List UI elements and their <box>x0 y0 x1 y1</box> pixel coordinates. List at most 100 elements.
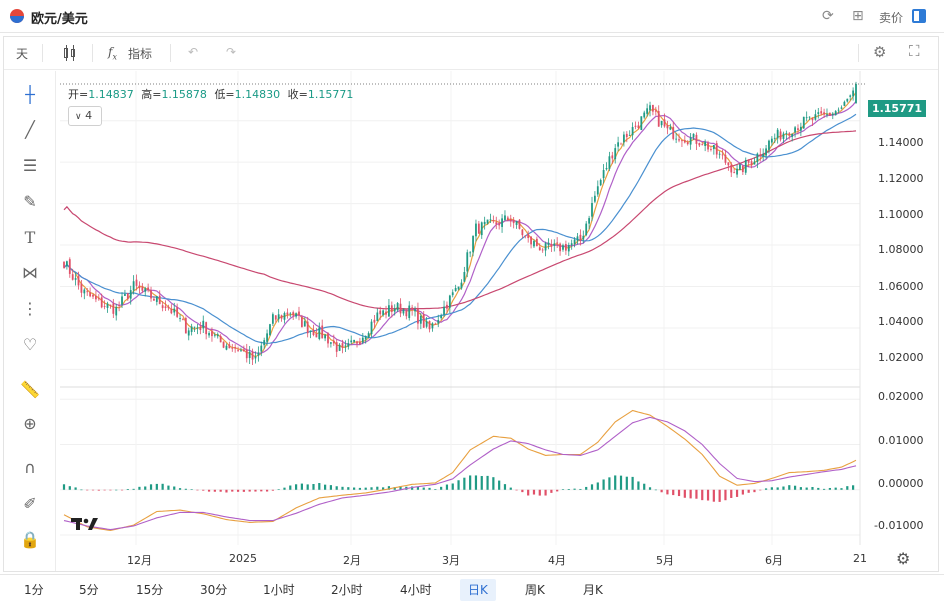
timeframe-5m[interactable]: 5分 <box>79 583 99 597</box>
macd-histogram-bar <box>126 488 129 490</box>
macd-histogram-bar <box>660 489 663 493</box>
macd-histogram-bar <box>74 487 77 490</box>
fullscreen-icon[interactable]: ⛶ <box>909 42 920 60</box>
zoom-in-icon[interactable]: ⊕ <box>23 414 37 433</box>
candle-body <box>663 119 666 127</box>
lock-icon[interactable]: 🔒 <box>20 530 40 549</box>
macd-histogram-bar <box>648 487 652 490</box>
candle-body <box>820 111 823 114</box>
macd-histogram-bar <box>840 488 843 490</box>
candle-body <box>483 221 486 225</box>
sell-price-button[interactable]: 卖价 <box>879 11 904 25</box>
macd-signal-line <box>63 416 857 531</box>
candle-body <box>353 339 356 342</box>
macd-histogram-bar <box>817 487 820 490</box>
candle-body <box>240 350 242 352</box>
macd-histogram-bar <box>846 486 849 490</box>
candle-body <box>393 308 396 312</box>
toolbar-divider <box>42 44 43 62</box>
lock-pen-icon[interactable]: ✐ <box>23 494 37 513</box>
macd-histogram-bar <box>689 489 692 499</box>
grid-icon[interactable]: ⊞ <box>852 8 864 24</box>
candle-body <box>721 154 724 156</box>
candle-body <box>840 107 843 109</box>
candle-body <box>448 295 451 308</box>
settings-icon[interactable]: ⚙ <box>873 43 887 61</box>
candle-body <box>205 322 208 335</box>
undo-icon[interactable]: ↶ <box>188 45 199 59</box>
fib-icon[interactable]: ⋮ <box>22 299 38 318</box>
candle-body <box>300 316 303 328</box>
candle-body <box>715 143 718 155</box>
candle-body <box>385 311 387 315</box>
macd-histogram-bar <box>480 476 483 490</box>
candle-body <box>92 294 94 297</box>
candle-body <box>199 326 202 331</box>
candle-body <box>274 315 277 320</box>
timeframe-1h[interactable]: 1小时 <box>263 583 295 597</box>
timeframe-30m[interactable]: 30分 <box>200 583 228 597</box>
macd-histogram-bar <box>759 489 762 491</box>
pattern-icon[interactable]: ⋈ <box>22 263 38 282</box>
candle-body <box>739 164 741 170</box>
timeframe-daily[interactable]: 日K <box>460 579 496 601</box>
refresh-icon[interactable]: ⟳ <box>822 8 834 24</box>
chart-toolbar: 天 fx 指标 ↶ ↷ ⚙ ⛶ <box>4 37 938 70</box>
timeframe-weekly[interactable]: 周K <box>525 583 545 597</box>
candle-body <box>788 133 791 136</box>
candle-body <box>617 142 620 147</box>
candle-body <box>826 114 828 116</box>
macd-histogram-bar <box>318 483 321 490</box>
gear-icon[interactable]: ⚙ <box>896 549 911 568</box>
timeframe-1m[interactable]: 1分 <box>24 583 44 597</box>
macd-histogram-bar <box>382 487 385 490</box>
ruler-icon[interactable]: 📏 <box>20 380 40 399</box>
macd-histogram-bar <box>387 486 391 490</box>
candle-body <box>89 292 92 297</box>
heart-icon[interactable]: ♡ <box>22 335 38 354</box>
candlestick-icon[interactable] <box>63 45 77 61</box>
candle-body <box>446 304 448 309</box>
redo-icon[interactable]: ↷ <box>226 45 237 59</box>
parallel-lines-icon[interactable]: ☰ <box>22 156 38 175</box>
candle-body <box>533 240 535 247</box>
period-selector[interactable]: 天 <box>16 47 29 61</box>
candle-body <box>794 127 796 133</box>
timeframe-4h[interactable]: 4小时 <box>400 583 432 597</box>
candle-body <box>68 259 71 274</box>
candle-body <box>678 139 680 141</box>
macd-histogram-bar <box>556 489 559 492</box>
timeframe-monthly[interactable]: 月K <box>583 583 603 597</box>
candle-body <box>80 283 83 293</box>
crosshair-icon[interactable]: ┼ <box>25 85 35 104</box>
magnet-icon[interactable]: ∩ <box>24 458 36 477</box>
text-icon[interactable]: T <box>24 228 36 247</box>
macd-histogram-bar <box>590 484 594 490</box>
candle-body <box>153 298 155 301</box>
macd-histogram-bar <box>306 484 309 490</box>
candle-body <box>254 356 257 359</box>
sidebar-toggle-icon[interactable] <box>912 9 926 23</box>
macd-histogram-bar <box>440 486 443 490</box>
candle-body <box>234 347 237 349</box>
macd-histogram-bar <box>399 486 402 490</box>
fx-icon[interactable]: fx <box>108 45 117 62</box>
candle-body <box>625 133 628 138</box>
indicators-button[interactable]: 指标 <box>128 47 153 61</box>
macd-histogram-bar <box>283 487 286 490</box>
macd-histogram-bar <box>341 486 344 490</box>
macd-histogram-bar <box>503 484 507 490</box>
timeframe-2h[interactable]: 2小时 <box>331 583 363 597</box>
candle-body <box>170 308 173 314</box>
indicator-toggle[interactable]: ∨ 4 <box>68 106 102 126</box>
candle-body <box>628 135 631 136</box>
candle-body <box>582 235 585 240</box>
timeframe-15m[interactable]: 15分 <box>136 583 164 597</box>
candle-body <box>834 111 837 116</box>
trendline-icon[interactable]: ╱ <box>25 120 35 139</box>
brush-icon[interactable]: ✎ <box>23 192 37 211</box>
candle-body <box>579 234 582 242</box>
macd-histogram-bar <box>579 488 582 490</box>
macd-histogram-bar <box>411 486 414 490</box>
